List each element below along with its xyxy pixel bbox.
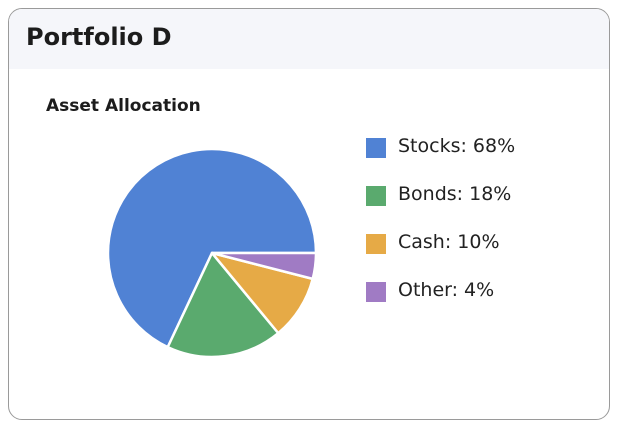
legend-swatch bbox=[366, 234, 386, 254]
legend-label: Cash: 10% bbox=[398, 231, 500, 253]
pie-chart bbox=[106, 147, 318, 359]
legend-item-cash: Cash: 10% bbox=[366, 231, 515, 279]
pie-slice-bonds bbox=[166, 251, 280, 359]
legend-item-stocks: Stocks: 68% bbox=[366, 135, 515, 183]
pie-slice-other bbox=[210, 251, 318, 281]
chart-legend: Stocks: 68% Bonds: 18% Cash: 10% Other: 4% bbox=[366, 135, 515, 327]
legend-label: Bonds: 18% bbox=[398, 183, 512, 205]
legend-label: Stocks: 68% bbox=[398, 135, 516, 157]
legend-swatch bbox=[366, 138, 386, 158]
chart-title: Asset Allocation bbox=[46, 96, 201, 116]
legend-label: Other: 4% bbox=[398, 279, 495, 301]
legend-item-bonds: Bonds: 18% bbox=[366, 183, 515, 231]
pie-slice-stocks bbox=[106, 147, 318, 349]
card-header: Portfolio D bbox=[9, 9, 609, 69]
legend-swatch bbox=[366, 282, 386, 302]
portfolio-card: Portfolio D Asset Allocation Stocks: 68%… bbox=[8, 8, 610, 420]
legend-item-other: Other: 4% bbox=[366, 279, 515, 327]
card-title: Portfolio D bbox=[26, 23, 172, 51]
legend-swatch bbox=[366, 186, 386, 206]
